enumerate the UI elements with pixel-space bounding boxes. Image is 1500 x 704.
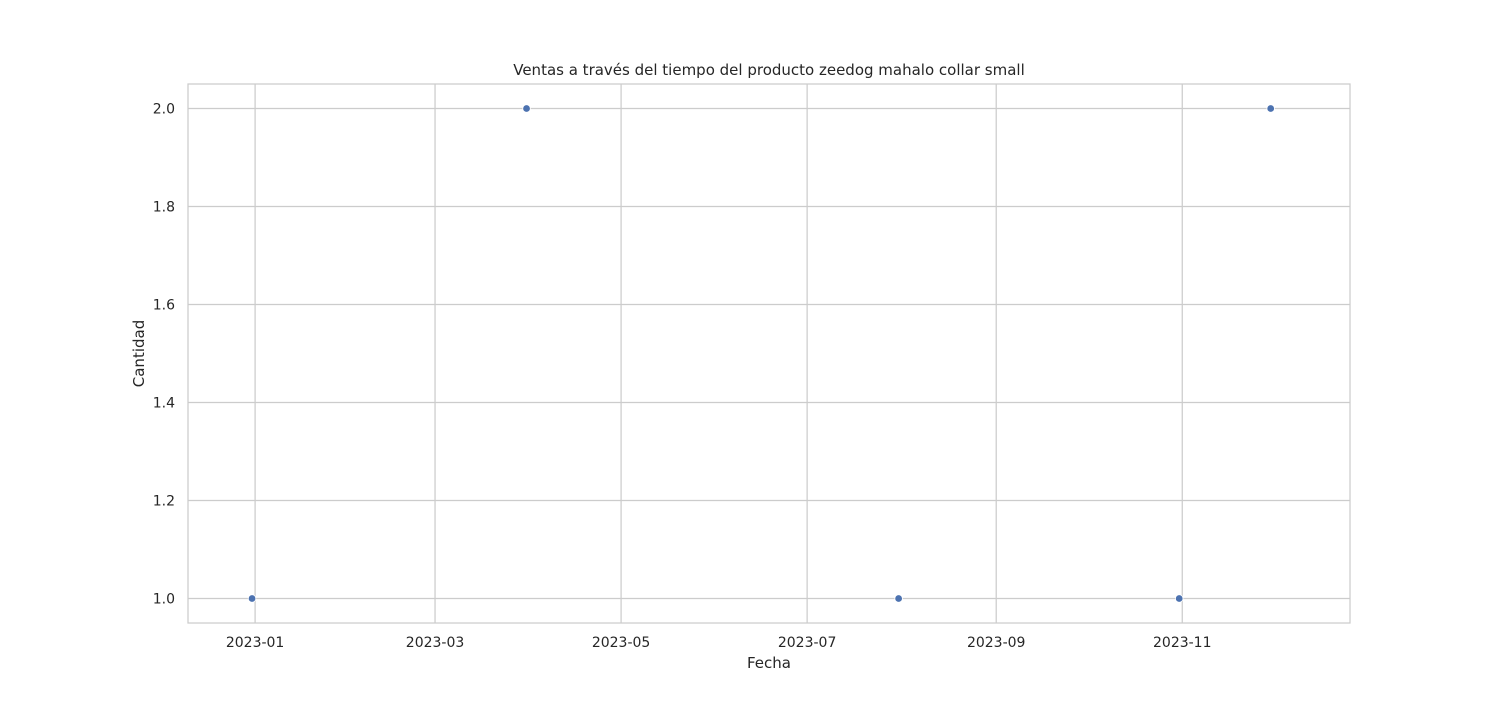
y-tick-label: 1.4 <box>153 396 175 412</box>
x-tick-label: 2023-01 <box>226 635 285 651</box>
x-tick-label: 2023-09 <box>967 635 1026 651</box>
x-tick-label: 2023-03 <box>406 635 465 651</box>
data-points <box>247 104 1275 603</box>
x-tick-label: 2023-05 <box>592 635 651 651</box>
y-tick-label: 1.0 <box>153 592 175 608</box>
y-tick-label: 1.2 <box>153 494 175 510</box>
plot-area-frame <box>187 83 1351 624</box>
y-tick-label: 1.8 <box>153 200 175 216</box>
y-tick-label: 2.0 <box>153 102 175 118</box>
chart-title: Ventas a través del tiempo del producto … <box>513 61 1025 79</box>
data-point <box>1266 104 1275 113</box>
x-tick-label: 2023-07 <box>778 635 837 651</box>
grid-lines <box>188 84 1350 623</box>
data-point <box>247 594 257 603</box>
y-tick-labels: 1.0 1.2 1.4 1.6 1.8 2.0 <box>153 102 175 608</box>
data-point <box>1175 594 1184 603</box>
x-tick-labels: 2023-01 2023-03 2023-05 2023-07 2023-09 2023-… <box>226 635 1212 651</box>
x-axis-label: Fecha <box>747 654 791 672</box>
y-tick-label: 1.6 <box>153 298 175 314</box>
data-point <box>522 104 531 113</box>
x-tick-label: 2023-11 <box>1153 635 1212 651</box>
data-point <box>894 594 903 603</box>
y-axis-label: Cantidad <box>130 320 148 387</box>
